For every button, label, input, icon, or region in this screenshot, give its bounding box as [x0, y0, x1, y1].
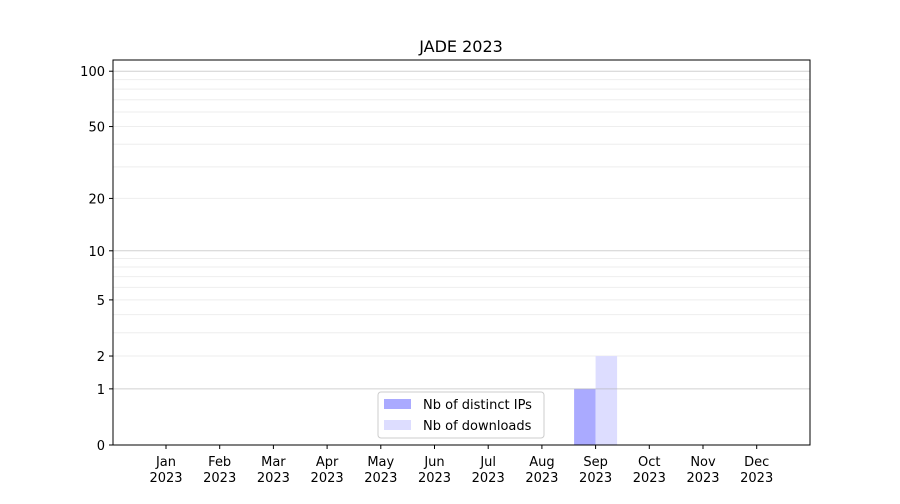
y-tick-label: 10 — [88, 245, 105, 260]
y-tick-label: 20 — [88, 192, 105, 207]
bar-distinct-ips — [574, 388, 596, 445]
y-tick-label: 1 — [97, 383, 105, 398]
x-tick-label-month: Aug — [529, 455, 554, 470]
y-tick-label: 100 — [80, 65, 105, 80]
legend-label-downloads: Nb of downloads — [423, 419, 532, 434]
grid-overlay — [113, 70, 810, 390]
x-tick-label-year: 2023 — [472, 471, 505, 486]
plot-frame — [112, 59, 811, 446]
x-tick-label-month: May — [367, 455, 394, 470]
y-tick-label: 0 — [97, 439, 105, 454]
bar-downloads — [595, 356, 618, 445]
x-axis: Jan2023Feb2023Mar2023Apr2023May2023Jun20… — [149, 445, 773, 486]
x-tick-label-year: 2023 — [149, 471, 182, 486]
x-tick-label-year: 2023 — [633, 471, 666, 486]
x-tick-label-month: Feb — [208, 455, 231, 470]
x-tick-label-month: Apr — [316, 455, 339, 470]
y-axis: 0 1 2 5 10 20 50 100 — [80, 65, 113, 454]
x-tick-label-month: Sep — [583, 455, 608, 470]
legend-swatch-downloads — [384, 420, 411, 430]
x-tick-label-month: Jan — [155, 455, 176, 470]
y-tick-label: 50 — [88, 121, 105, 136]
x-tick-label-year: 2023 — [579, 471, 612, 486]
legend-box — [377, 391, 545, 439]
x-tick-label-year: 2023 — [740, 471, 773, 486]
x-tick-label-month: Dec — [744, 455, 769, 470]
legend: Nb of distinct IPs Nb of downloads — [377, 391, 545, 439]
x-tick-label-year: 2023 — [257, 471, 290, 486]
x-tick-label-month: Oct — [638, 455, 660, 470]
grid — [113, 79, 810, 357]
legend-swatch-distinct-ips — [384, 399, 411, 409]
x-tick-label-month: Nov — [690, 455, 716, 470]
x-tick-label-year: 2023 — [418, 471, 451, 486]
x-tick-label-year: 2023 — [686, 471, 719, 486]
x-tick-label-year: 2023 — [203, 471, 236, 486]
y-tick-label: 5 — [97, 294, 105, 309]
y-tick-label: 2 — [97, 350, 105, 365]
x-tick-label-month: Mar — [261, 455, 286, 470]
x-tick-label-year: 2023 — [364, 471, 397, 486]
legend-label-distinct-ips: Nb of distinct IPs — [423, 398, 532, 413]
bars — [574, 356, 618, 445]
x-tick-label-year: 2023 — [311, 471, 344, 486]
chart-title: JADE 2023 — [418, 37, 503, 56]
x-tick-label-year: 2023 — [525, 471, 558, 486]
x-tick-label-month: Jul — [479, 455, 496, 470]
x-tick-label-month: Jun — [423, 455, 444, 470]
